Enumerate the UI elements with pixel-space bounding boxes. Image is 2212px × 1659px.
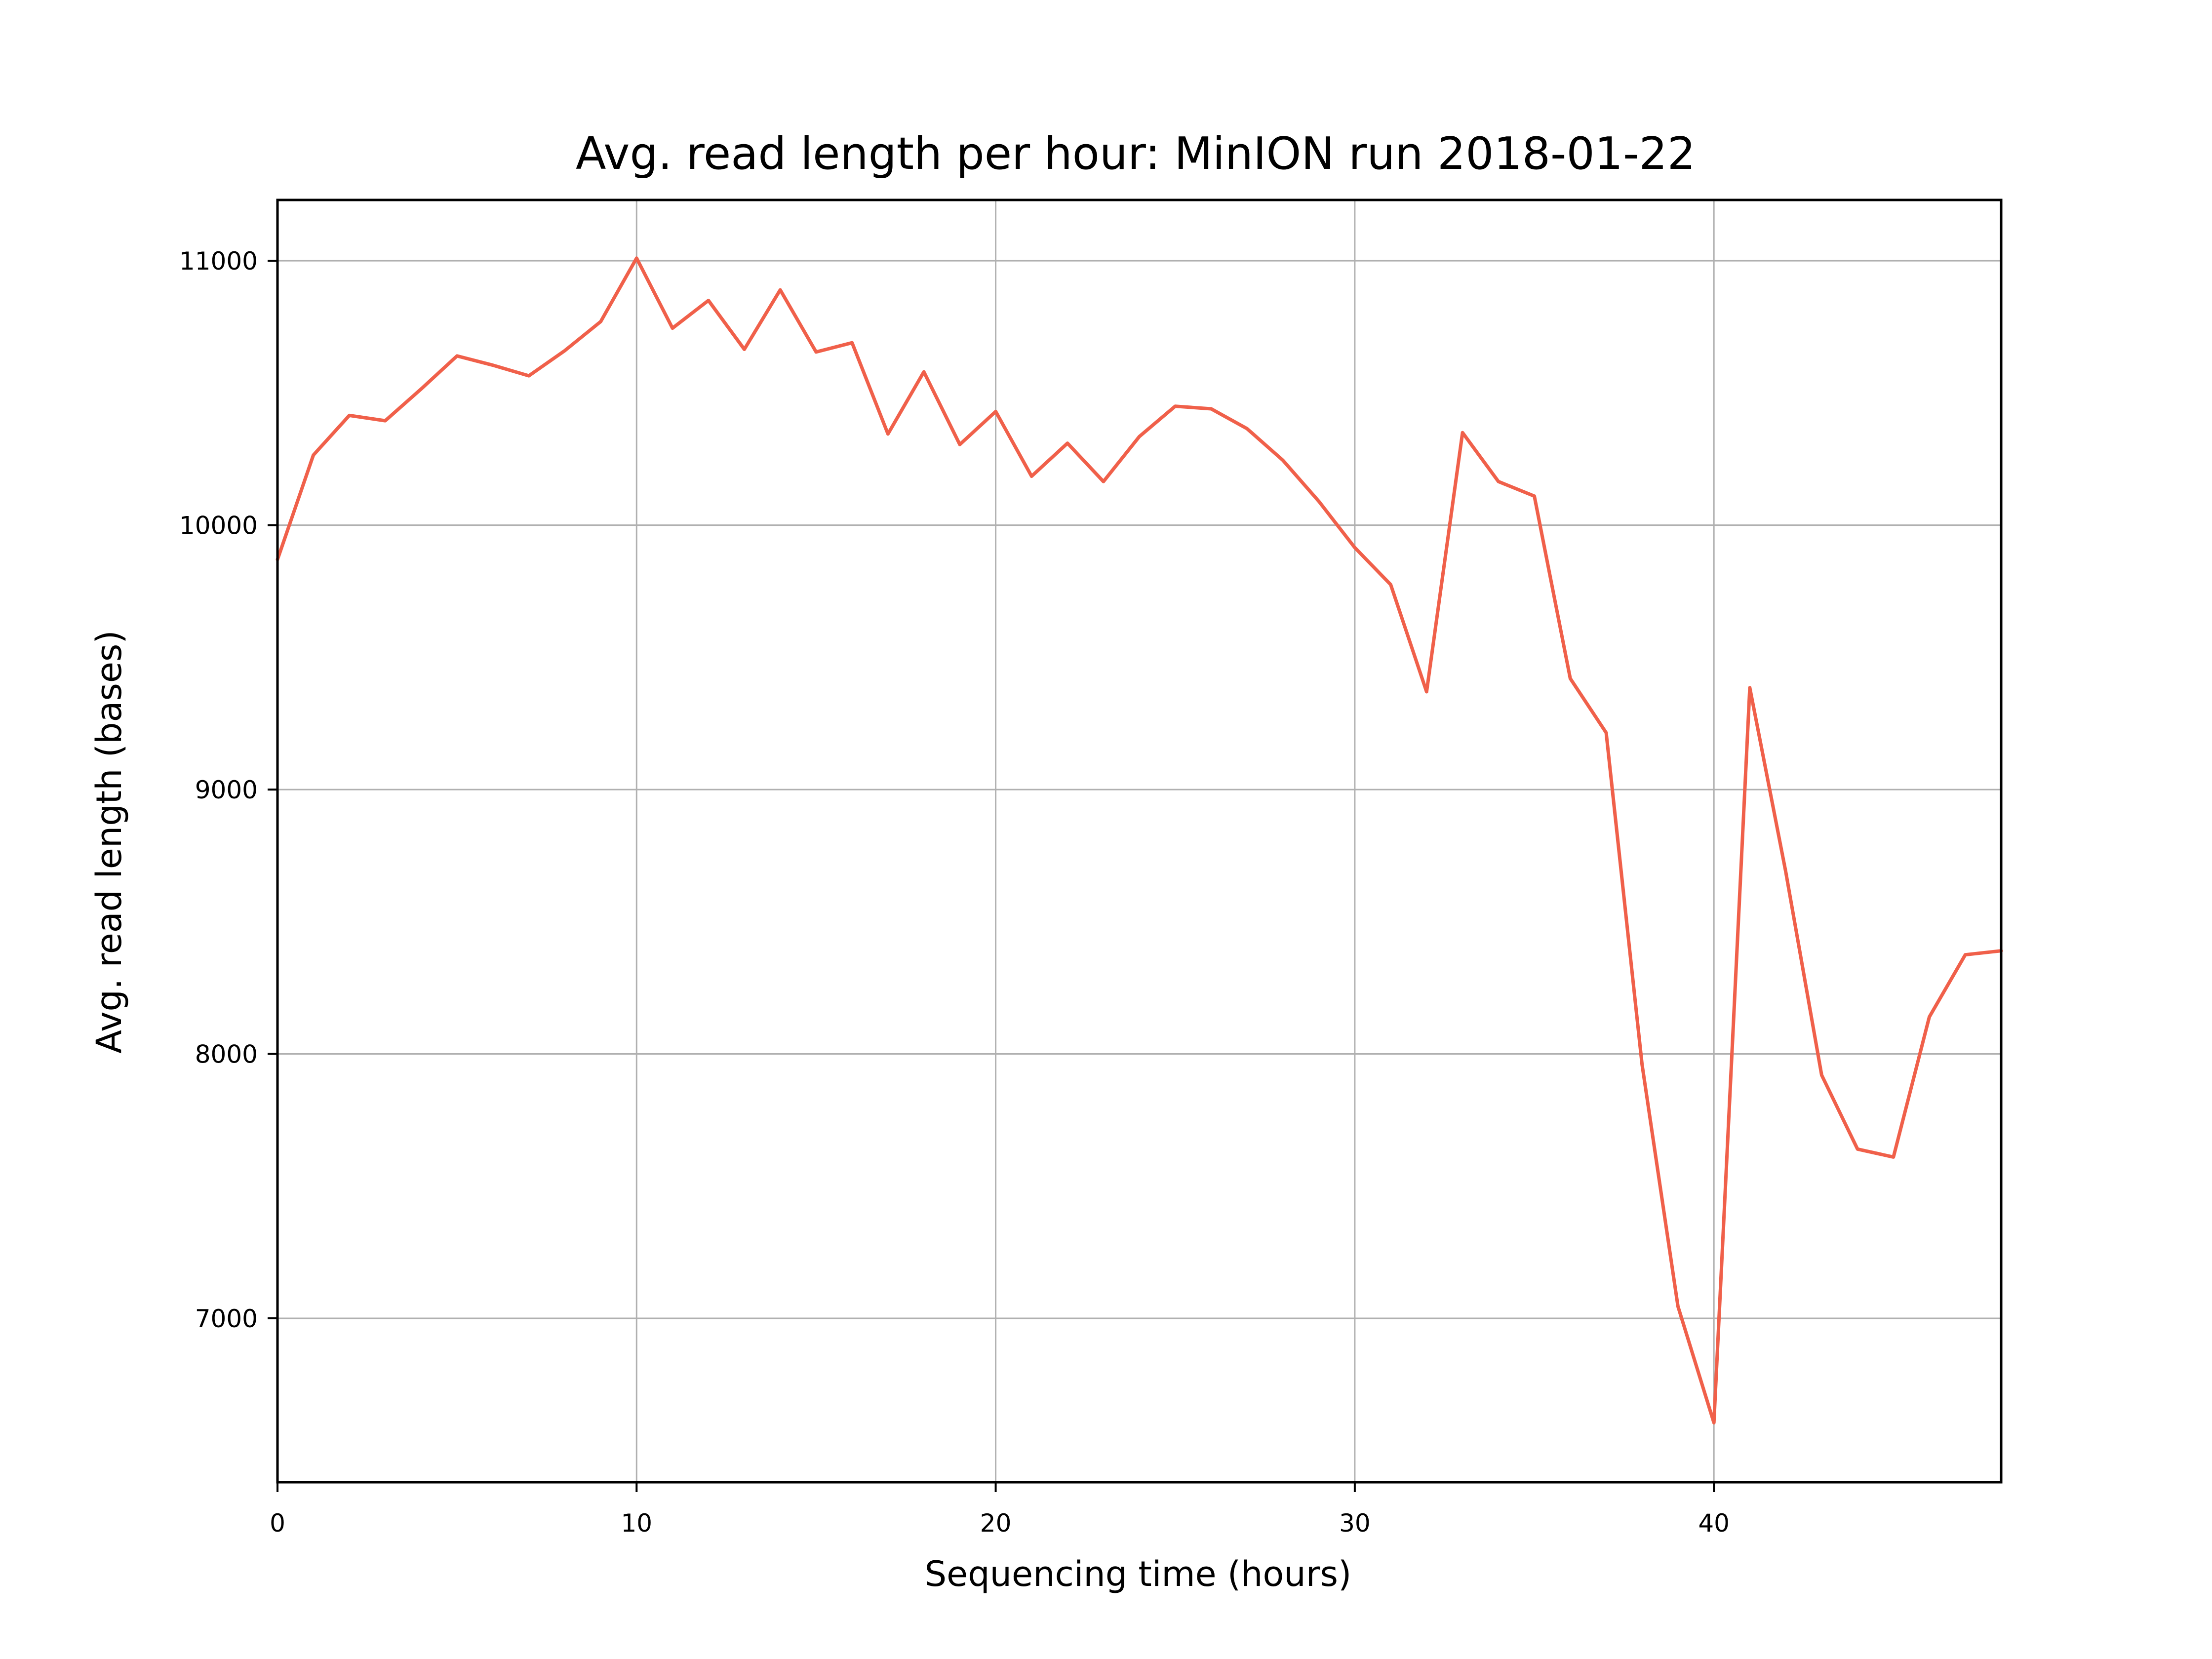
plot-frame <box>276 198 2003 1484</box>
x-tick-label: 30 <box>1339 1509 1371 1538</box>
y-tick-label: 8000 <box>195 1040 258 1069</box>
y-tick-label: 7000 <box>195 1304 258 1333</box>
y-axis-label: Avg. read length (bases) <box>89 630 129 1053</box>
chart-title: Avg. read length per hour: MinION run 20… <box>576 128 1696 180</box>
x-tick-label: 10 <box>621 1509 652 1538</box>
y-tick-label: 9000 <box>195 776 258 804</box>
x-tick-label: 40 <box>1698 1509 1730 1538</box>
x-axis-label: Sequencing time (hours) <box>925 1554 1352 1594</box>
y-tick-label: 10000 <box>179 512 258 540</box>
y-tick-label: 11000 <box>179 247 258 276</box>
series-line <box>276 256 2003 1424</box>
x-tick-label: 0 <box>270 1509 285 1538</box>
x-tick-label: 20 <box>980 1509 1012 1538</box>
axis-ticks: 0 10 20 30 40 7000 8000 9000 10000 11000 <box>179 247 1730 1538</box>
series-layer <box>276 256 2003 1424</box>
